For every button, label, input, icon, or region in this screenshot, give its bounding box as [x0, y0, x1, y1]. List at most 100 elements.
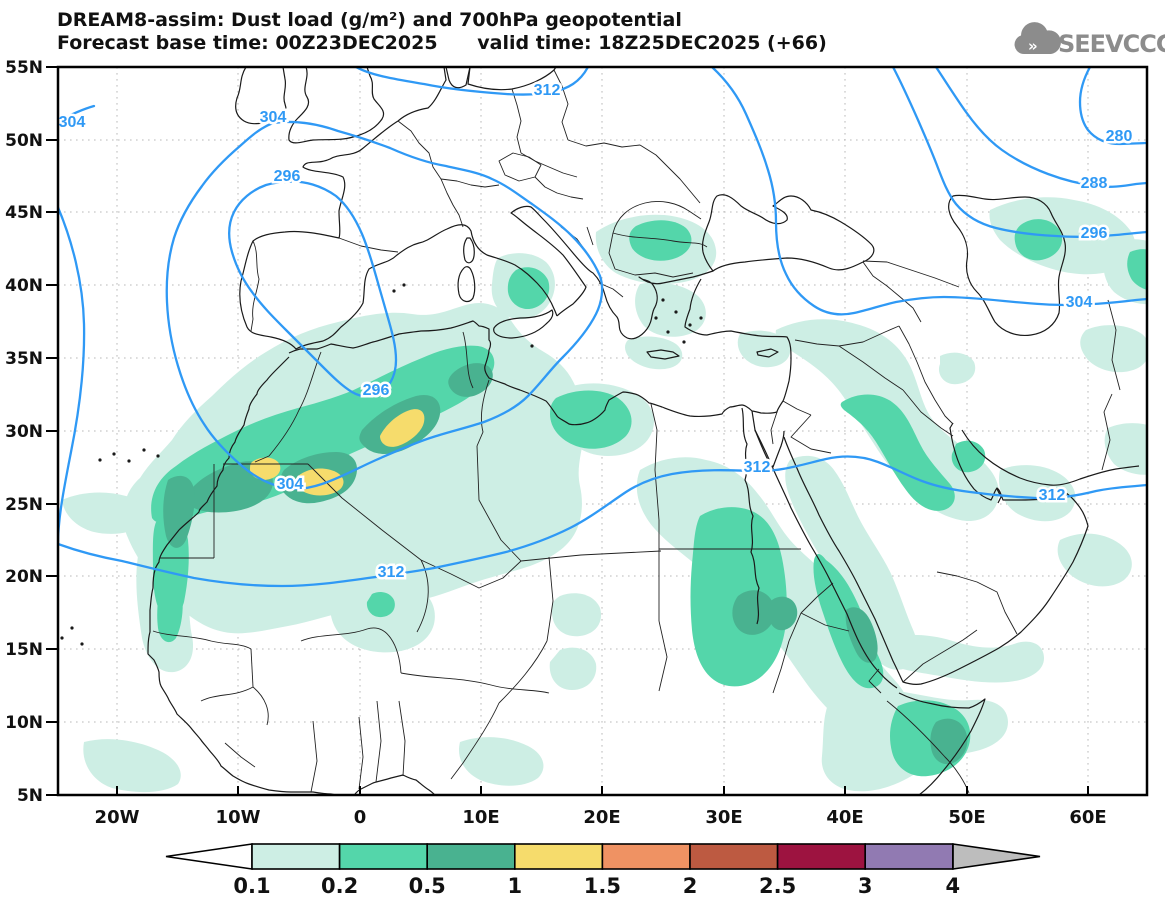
country-border [450, 702, 500, 780]
dust-area [380, 409, 425, 447]
dust-area [732, 590, 775, 635]
coastline [754, 429, 898, 689]
dust-area [157, 577, 183, 643]
cloud-arrows: » [1028, 37, 1038, 55]
lat-label: 20N [5, 567, 43, 587]
island-dot [142, 448, 146, 452]
logo-wordmark: SEEVCCC [1058, 30, 1165, 58]
island-dot [666, 330, 670, 334]
country-border [902, 629, 978, 683]
colorbar-tick-label: 0.2 [321, 874, 358, 898]
colorbar-tick-label: 1 [507, 874, 522, 898]
contour-label: 304 [1066, 294, 1093, 311]
country-border [310, 720, 318, 793]
country-border [152, 630, 252, 650]
colorbar-segment [776, 843, 866, 870]
coastline [397, 67, 447, 122]
lon-label: 0 [354, 807, 367, 828]
colorbar-tick-label: 0.5 [409, 874, 446, 898]
dust-shading-layer [62, 197, 1147, 793]
coastline [948, 194, 1066, 337]
country-border [397, 120, 464, 228]
dust-area [998, 465, 1076, 522]
dust-area [938, 352, 976, 385]
lon-label: 30E [705, 807, 742, 828]
contour-label: 296 [1081, 225, 1108, 242]
dust-area [1014, 219, 1063, 261]
country-border [375, 700, 382, 783]
country-border [614, 268, 694, 278]
colorbar-tick-label: 2.5 [759, 874, 796, 898]
country-border [250, 648, 254, 688]
lat-label: 10N [5, 713, 43, 733]
country-border [612, 232, 708, 248]
coastline [741, 407, 760, 625]
map-area: 304 304 296 312 304 296 312 312 312 304 296 288 280 [58, 67, 1147, 795]
lat-label: 45N [5, 203, 43, 223]
geopotential-contour [934, 67, 1147, 188]
contour-label: 280 [1106, 128, 1133, 145]
geopotential-contour [354, 67, 590, 96]
country-border [800, 612, 850, 632]
geopotential-contour [165, 120, 604, 490]
contour-label: 304 [260, 109, 287, 126]
colorbar-tick-label: 1.5 [584, 874, 621, 898]
chart-title: DREAM8-assim: Dust load (g/m²) and 700hP… [57, 9, 682, 31]
chart-subtitle: Forecast base time: 00Z23DEC2025 valid t… [57, 32, 827, 54]
island-dot [699, 316, 703, 320]
country-border [770, 411, 778, 445]
colorbar: 0.1 0.2 0.5 1 1.5 2 2.5 3 4 [165, 843, 1041, 898]
dust-area [507, 267, 550, 310]
country-border [420, 559, 522, 589]
country-border [338, 237, 399, 253]
country-border [838, 345, 904, 391]
dust-area [785, 455, 918, 670]
country-border [300, 627, 402, 674]
country-border [546, 556, 554, 642]
contour-label: 312 [534, 82, 561, 99]
contour-label: 312 [1039, 487, 1066, 504]
island-dot [156, 454, 160, 458]
country-border [252, 686, 269, 726]
contour-label: 312 [378, 564, 405, 581]
coastline [239, 120, 558, 350]
country-border [1101, 393, 1113, 471]
country-border [567, 139, 641, 148]
country-border [398, 700, 406, 777]
geopotential-contour [1078, 67, 1147, 146]
dust-area [549, 647, 597, 690]
dust-area [62, 492, 145, 534]
geopotential-contour-layer [58, 67, 1147, 588]
country-border [534, 176, 584, 200]
lat-label: 5N [17, 786, 43, 806]
colorbar-segment [601, 843, 691, 870]
cloud-icon [1014, 22, 1061, 54]
country-border [612, 200, 702, 234]
contour-label: 288 [1081, 175, 1108, 192]
colorbar-over-arrow [952, 843, 1041, 870]
contour-label: 296 [363, 382, 390, 399]
country-border [254, 351, 322, 463]
dust-area [458, 737, 544, 786]
coastline [235, 67, 287, 125]
island-dot [60, 636, 64, 640]
country-border [250, 240, 260, 332]
country-border [553, 69, 569, 141]
country-border [224, 742, 256, 768]
dust-area [737, 330, 791, 368]
contour-label: 296 [274, 168, 301, 185]
lon-label: 10E [462, 807, 499, 828]
country-border [800, 582, 834, 614]
coastline [353, 774, 436, 795]
lon-label: 50E [948, 807, 985, 828]
country-border [511, 88, 522, 154]
country-border [307, 463, 422, 561]
axes-layer: 55N 50N 45N 40N 35N 30N 25N 20N 15N 10N 5N 20W 10W 0 1… [5, 58, 1107, 828]
colorbar-segment [251, 843, 341, 870]
island-dot [661, 298, 665, 302]
geopotential-contour [891, 67, 1147, 238]
dust-area [768, 596, 798, 631]
title-block: DREAM8-assim: Dust load (g/m²) and 700hP… [57, 9, 827, 54]
dust-area [635, 282, 706, 337]
